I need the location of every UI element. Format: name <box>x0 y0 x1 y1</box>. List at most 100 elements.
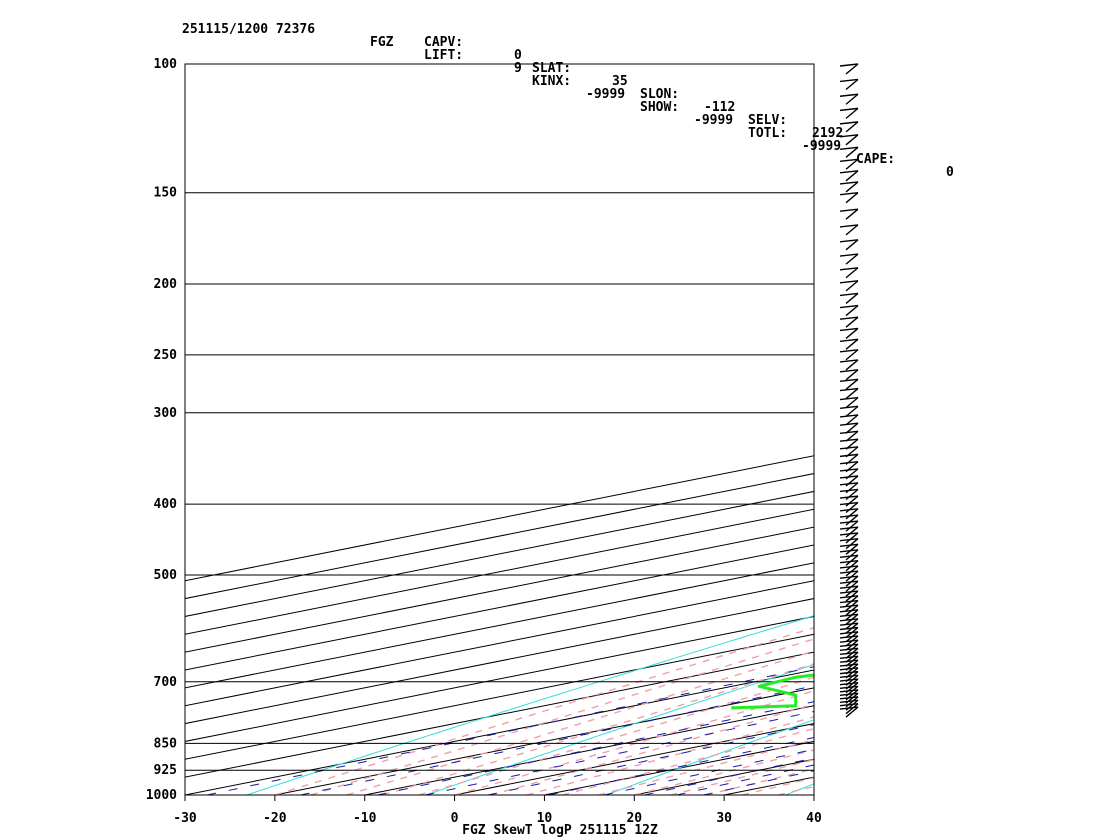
wind-barbs <box>839 63 859 718</box>
wind-barb-flag <box>839 667 859 671</box>
wind-barb-flag <box>839 292 859 297</box>
wind-barb-flag <box>839 639 859 643</box>
wind-barb-flag <box>839 158 859 162</box>
wind-barb-flag <box>839 651 859 656</box>
wind-barb <box>845 526 859 538</box>
wind-barb <box>845 532 859 544</box>
wind-barb-flag <box>839 396 859 401</box>
slon-label: SLON: <box>640 87 680 102</box>
wind-barb <box>845 292 859 304</box>
wind-barb-flag <box>839 659 859 663</box>
y-tick-label: 100 <box>154 57 178 72</box>
wind-barb-flag <box>839 63 859 67</box>
wind-barb <box>845 514 859 526</box>
header-line-2: CAPV: 0 SLAT: 35 SLON: -112 SELV: 2192 <box>0 23 843 153</box>
wind-barb-flag <box>839 663 859 667</box>
wind-barb <box>845 349 859 361</box>
wind-barb-flag <box>839 280 859 284</box>
wind-barb-flag <box>839 537 859 542</box>
wind-barb-flag <box>839 453 859 458</box>
wind-barb-flag <box>839 359 859 363</box>
sounding-header: 251115/1200 72376 FGZ LIFT: 9 KINX: -999… <box>0 0 1120 179</box>
wind-barb <box>845 181 859 193</box>
wind-barb-flag <box>839 508 859 512</box>
wind-barb-flag <box>839 702 859 707</box>
wind-barb-flag <box>839 338 859 342</box>
kinx-value: -9999 <box>586 87 626 102</box>
wind-barb <box>845 706 859 718</box>
moist-adiabat <box>490 703 814 795</box>
isotherm-line <box>185 669 814 795</box>
x-tick-label: -20 <box>263 811 287 826</box>
capv-label: CAPV: <box>424 35 464 50</box>
wind-barb-flag <box>839 685 859 689</box>
totl-value: -9999 <box>802 139 842 154</box>
moist-adiabat <box>526 716 814 795</box>
wind-barb-flag <box>839 681 859 686</box>
y-tick-label: 700 <box>154 675 178 690</box>
mixing-ratio-line <box>644 757 814 795</box>
isotherm-line <box>274 687 814 795</box>
selv-label: SELV: <box>748 113 788 128</box>
x-tick-label: 10 <box>537 811 553 826</box>
wind-barb-flag <box>839 208 859 212</box>
isotherm-line <box>544 740 814 795</box>
wind-barb-flag <box>839 134 859 138</box>
wind-barb-flag <box>839 520 859 524</box>
wind-barb-flag <box>839 635 859 639</box>
wind-barb <box>845 170 859 182</box>
profile-lines <box>731 673 814 710</box>
dry-adiabat <box>965 64 1120 795</box>
wind-barb <box>845 192 859 204</box>
wind-barb-flag <box>839 387 859 392</box>
wind-barb-flag <box>839 93 859 97</box>
wind-barb-flag <box>839 674 859 679</box>
moist-adiabat <box>634 749 814 795</box>
wind-barb-flag <box>839 438 859 442</box>
station-time-id: 251115/1200 72376 <box>182 22 316 37</box>
wind-barb-flag <box>839 468 859 472</box>
wind-barb <box>845 520 859 532</box>
wind-barb-flag <box>839 181 859 185</box>
totl-label: TOTL: <box>748 126 788 141</box>
wind-barb-flag <box>839 609 859 613</box>
wind-barb-flag <box>839 526 859 530</box>
y-tick-label: 400 <box>154 497 178 512</box>
wind-barb-flag <box>839 678 859 682</box>
wind-barb-flag <box>839 107 859 112</box>
wind-barb-flag <box>839 626 859 631</box>
x-tick-label: -10 <box>353 811 377 826</box>
wind-barb <box>845 388 859 400</box>
wind-barb-flag <box>839 461 859 465</box>
header-line-1: 251115/1200 72376 FGZ LIFT: 9 KINX: -999… <box>0 10 954 192</box>
wind-barb-flag <box>839 316 859 320</box>
wind-barb-flag <box>839 554 859 558</box>
isotherm-line <box>185 651 814 778</box>
wind-barb-flag <box>839 575 859 579</box>
isotherm-line <box>904 64 1120 795</box>
wind-barb <box>845 495 859 507</box>
wind-barb <box>845 549 859 561</box>
wind-barb <box>845 158 859 170</box>
wind-barb <box>845 208 859 220</box>
kinx-label: KINX: <box>532 74 572 89</box>
wind-barb <box>845 78 859 91</box>
slat-value: 35 <box>612 74 628 89</box>
wind-barb-flag <box>839 696 859 700</box>
wind-barb-flag <box>839 405 859 410</box>
wind-barb <box>845 338 859 350</box>
y-tick-label: 250 <box>154 348 178 363</box>
wind-barb <box>845 107 859 119</box>
wind-barb <box>845 280 859 292</box>
wind-barb-flag <box>839 618 859 622</box>
wind-barb-flag <box>839 580 859 584</box>
wind-barb-flag <box>839 699 859 703</box>
cape-value: 0 <box>946 165 954 180</box>
wind-barb-flag <box>839 414 859 418</box>
y-tick-label: 1000 <box>146 788 177 803</box>
wind-barb-flag <box>839 622 859 626</box>
moist-adiabat <box>346 650 814 795</box>
wind-barb <box>845 397 859 409</box>
wind-barb <box>845 327 859 339</box>
